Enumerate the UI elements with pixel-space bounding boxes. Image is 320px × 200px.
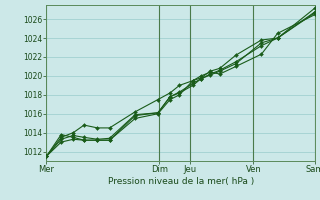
X-axis label: Pression niveau de la mer( hPa ): Pression niveau de la mer( hPa ) (108, 177, 254, 186)
